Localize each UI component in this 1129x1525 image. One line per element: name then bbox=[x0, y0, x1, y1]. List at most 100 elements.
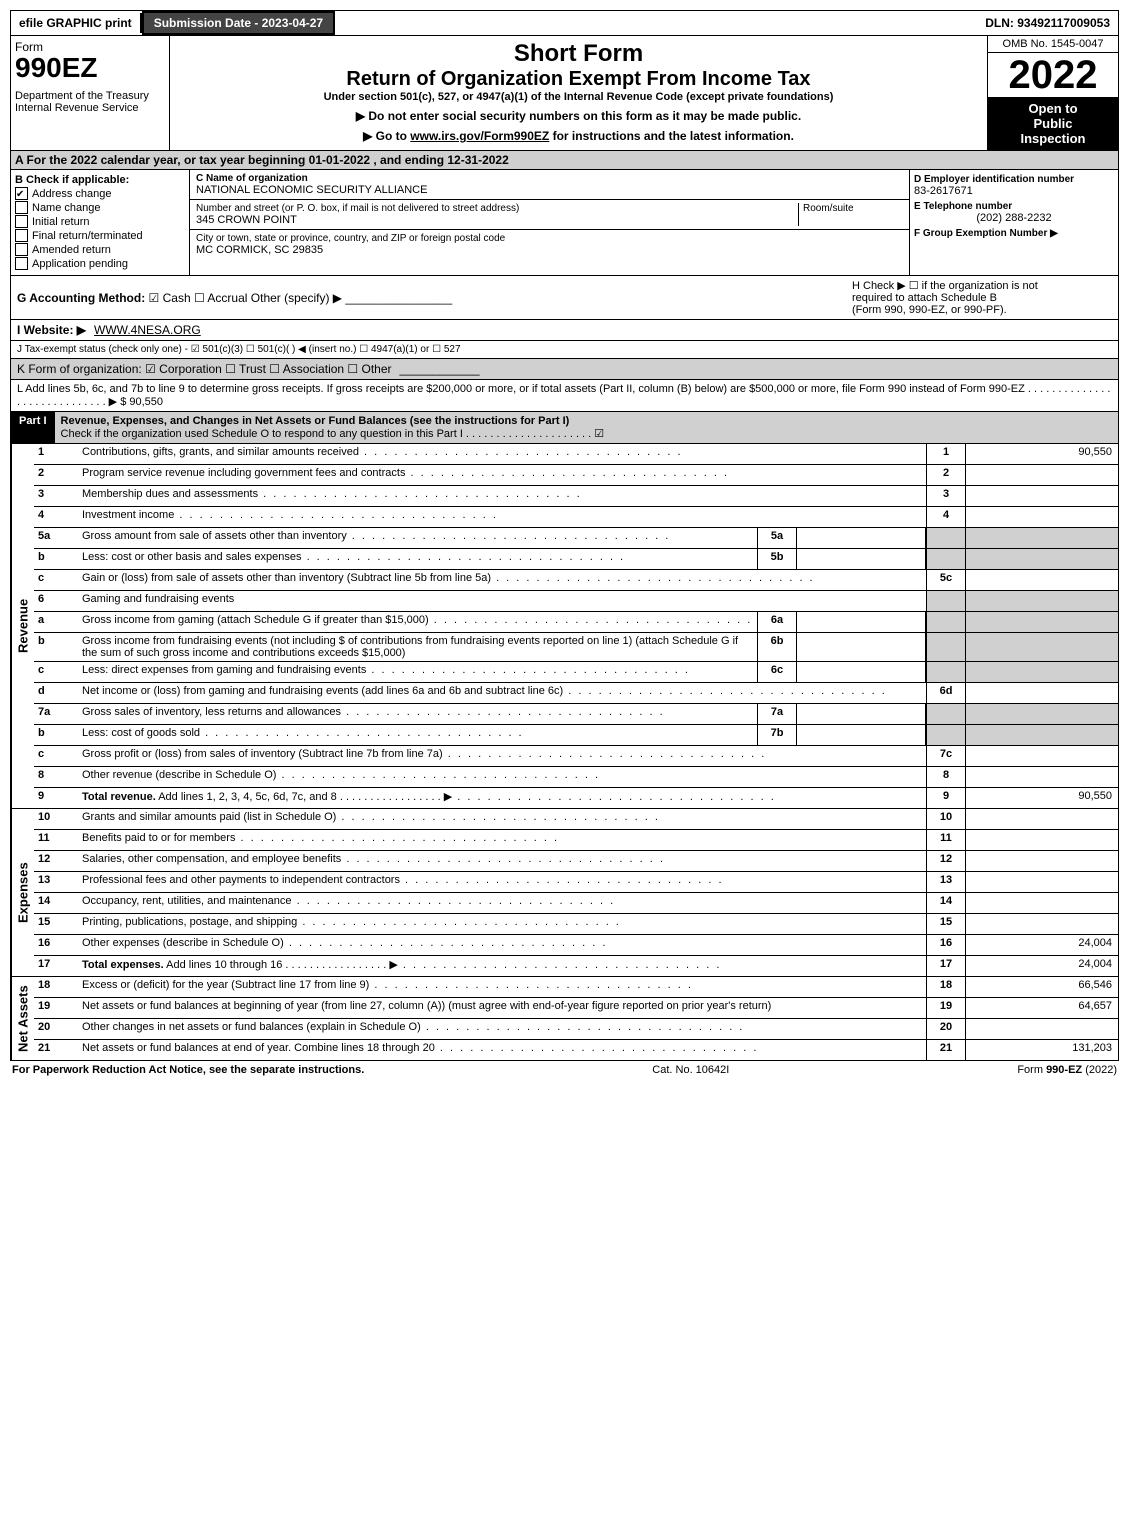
chk-application-pending[interactable] bbox=[15, 257, 28, 270]
k-text: K Form of organization: ☑ Corporation ☐ … bbox=[17, 362, 392, 376]
chk-label-3: Final return/terminated bbox=[32, 230, 143, 242]
line-text: Gain or (loss) from sale of assets other… bbox=[78, 570, 926, 590]
line-8: 8Other revenue (describe in Schedule O)8 bbox=[34, 767, 1118, 788]
chk-final-return[interactable] bbox=[15, 229, 28, 242]
return-title: Return of Organization Exempt From Incom… bbox=[180, 68, 977, 91]
right-line-value bbox=[965, 612, 1118, 632]
line-text: Total revenue. Add lines 1, 2, 3, 4, 5c,… bbox=[78, 788, 926, 808]
line-b: bLess: cost of goods sold7b bbox=[34, 725, 1118, 746]
line-text: Professional fees and other payments to … bbox=[78, 872, 926, 892]
right-line-num: 13 bbox=[926, 872, 965, 892]
part1-badge: Part I bbox=[11, 412, 55, 443]
group-exemption-label: F Group Exemption Number ▶ bbox=[914, 228, 1114, 239]
line-num: 19 bbox=[34, 998, 78, 1018]
irs-link[interactable]: www.irs.gov/Form990EZ bbox=[410, 129, 549, 143]
g-accounting: G Accounting Method: ☑ Cash ☐ Accrual Ot… bbox=[17, 291, 452, 305]
open-line1: Open to bbox=[992, 101, 1114, 116]
irs-label: Internal Revenue Service bbox=[15, 102, 165, 114]
right-line-value bbox=[965, 725, 1118, 745]
chk-address-change[interactable] bbox=[15, 187, 28, 200]
info-grid: B Check if applicable: Address change Na… bbox=[10, 170, 1119, 276]
line-num: 4 bbox=[34, 507, 78, 527]
line-text: Membership dues and assessments bbox=[78, 486, 926, 506]
phone-label: E Telephone number bbox=[914, 201, 1114, 212]
efile-print-button[interactable]: efile GRAPHIC print bbox=[11, 13, 142, 33]
form-number: 990EZ bbox=[15, 54, 165, 82]
line-num: 7a bbox=[34, 704, 78, 724]
line-15: 15Printing, publications, postage, and s… bbox=[34, 914, 1118, 935]
header-note2: ▶ Go to www.irs.gov/Form990EZ for instru… bbox=[180, 129, 977, 143]
line-17: 17Total expenses. Add lines 10 through 1… bbox=[34, 956, 1118, 976]
line-num: 5a bbox=[34, 528, 78, 548]
right-line-value bbox=[965, 662, 1118, 682]
right-line-value bbox=[965, 767, 1118, 787]
submission-date-label: Submission Date - 2023-04-27 bbox=[142, 11, 335, 35]
line-text: Gross income from gaming (attach Schedul… bbox=[78, 612, 757, 632]
right-line-num: 2 bbox=[926, 465, 965, 485]
short-form-title: Short Form bbox=[180, 40, 977, 68]
right-line-num: 3 bbox=[926, 486, 965, 506]
h-schedule-b: H Check ▶ ☐ if the organization is not r… bbox=[852, 279, 1112, 316]
line-text: Gross sales of inventory, less returns a… bbox=[78, 704, 757, 724]
right-line-value: 90,550 bbox=[965, 788, 1118, 808]
g-label: G Accounting Method: bbox=[17, 291, 145, 305]
right-line-value bbox=[965, 465, 1118, 485]
right-line-num: 17 bbox=[926, 956, 965, 976]
dept-treasury: Department of the Treasury bbox=[15, 90, 165, 102]
line-num: c bbox=[34, 570, 78, 590]
right-line-value bbox=[965, 633, 1118, 661]
i-website-row: I Website: ▶ WWW.4NESA.ORG bbox=[10, 320, 1119, 341]
ein-value: 83-2617671 bbox=[914, 185, 1114, 197]
chk-amended-return[interactable] bbox=[15, 243, 28, 256]
line-text: Net assets or fund balances at end of ye… bbox=[78, 1040, 926, 1060]
mid-line-num: 7b bbox=[757, 725, 797, 745]
line-b: bLess: cost or other basis and sales exp… bbox=[34, 549, 1118, 570]
right-line-num bbox=[926, 633, 965, 661]
line-text: Program service revenue including govern… bbox=[78, 465, 926, 485]
right-line-value bbox=[965, 914, 1118, 934]
chk-initial-return[interactable] bbox=[15, 215, 28, 228]
chk-name-change[interactable] bbox=[15, 201, 28, 214]
line-text: Other expenses (describe in Schedule O) bbox=[78, 935, 926, 955]
right-line-value bbox=[965, 872, 1118, 892]
l-gross-receipts: L Add lines 5b, 6c, and 7b to line 9 to … bbox=[10, 380, 1119, 412]
line-num: 2 bbox=[34, 465, 78, 485]
line-num: 14 bbox=[34, 893, 78, 913]
line-14: 14Occupancy, rent, utilities, and mainte… bbox=[34, 893, 1118, 914]
right-line-value bbox=[965, 893, 1118, 913]
line-num: 12 bbox=[34, 851, 78, 871]
org-city: MC CORMICK, SC 29835 bbox=[196, 244, 903, 256]
line-text: Other changes in net assets or fund bala… bbox=[78, 1019, 926, 1039]
header-right: OMB No. 1545-0047 2022 Open to Public In… bbox=[987, 36, 1118, 150]
line-2: 2Program service revenue including gover… bbox=[34, 465, 1118, 486]
j-tax-exempt: J Tax-exempt status (check only one) - ☑… bbox=[10, 341, 1119, 359]
right-line-value: 24,004 bbox=[965, 935, 1118, 955]
top-bar-left: efile GRAPHIC print Submission Date - 20… bbox=[11, 11, 335, 35]
line-num: 3 bbox=[34, 486, 78, 506]
website-link[interactable]: WWW.4NESA.ORG bbox=[94, 323, 201, 337]
org-name: NATIONAL ECONOMIC SECURITY ALLIANCE bbox=[196, 184, 903, 196]
line-text: Less: cost of goods sold bbox=[78, 725, 757, 745]
c-street-label: Number and street (or P. O. box, if mail… bbox=[196, 203, 798, 214]
line-num: 10 bbox=[34, 809, 78, 829]
line-num: 13 bbox=[34, 872, 78, 892]
header-center: Short Form Return of Organization Exempt… bbox=[170, 36, 987, 150]
header-subtitle: Under section 501(c), 527, or 4947(a)(1)… bbox=[180, 91, 977, 103]
chk-label-1: Name change bbox=[32, 202, 101, 214]
right-line-num: 15 bbox=[926, 914, 965, 934]
line-num: 17 bbox=[34, 956, 78, 976]
right-line-num bbox=[926, 528, 965, 548]
right-line-num: 10 bbox=[926, 809, 965, 829]
right-line-value: 131,203 bbox=[965, 1040, 1118, 1060]
line-text: Gross income from fundraising events (no… bbox=[78, 633, 757, 661]
right-line-num bbox=[926, 612, 965, 632]
right-line-num: 18 bbox=[926, 977, 965, 997]
line-text: Total expenses. Add lines 10 through 16 … bbox=[78, 956, 926, 976]
omb-number: OMB No. 1545-0047 bbox=[988, 36, 1118, 53]
right-line-num: 1 bbox=[926, 444, 965, 464]
right-line-num: 11 bbox=[926, 830, 965, 850]
mid-line-value bbox=[797, 549, 926, 569]
c-room-label: Room/suite bbox=[803, 203, 903, 214]
chk-label-5: Application pending bbox=[32, 258, 128, 270]
line-num: 20 bbox=[34, 1019, 78, 1039]
